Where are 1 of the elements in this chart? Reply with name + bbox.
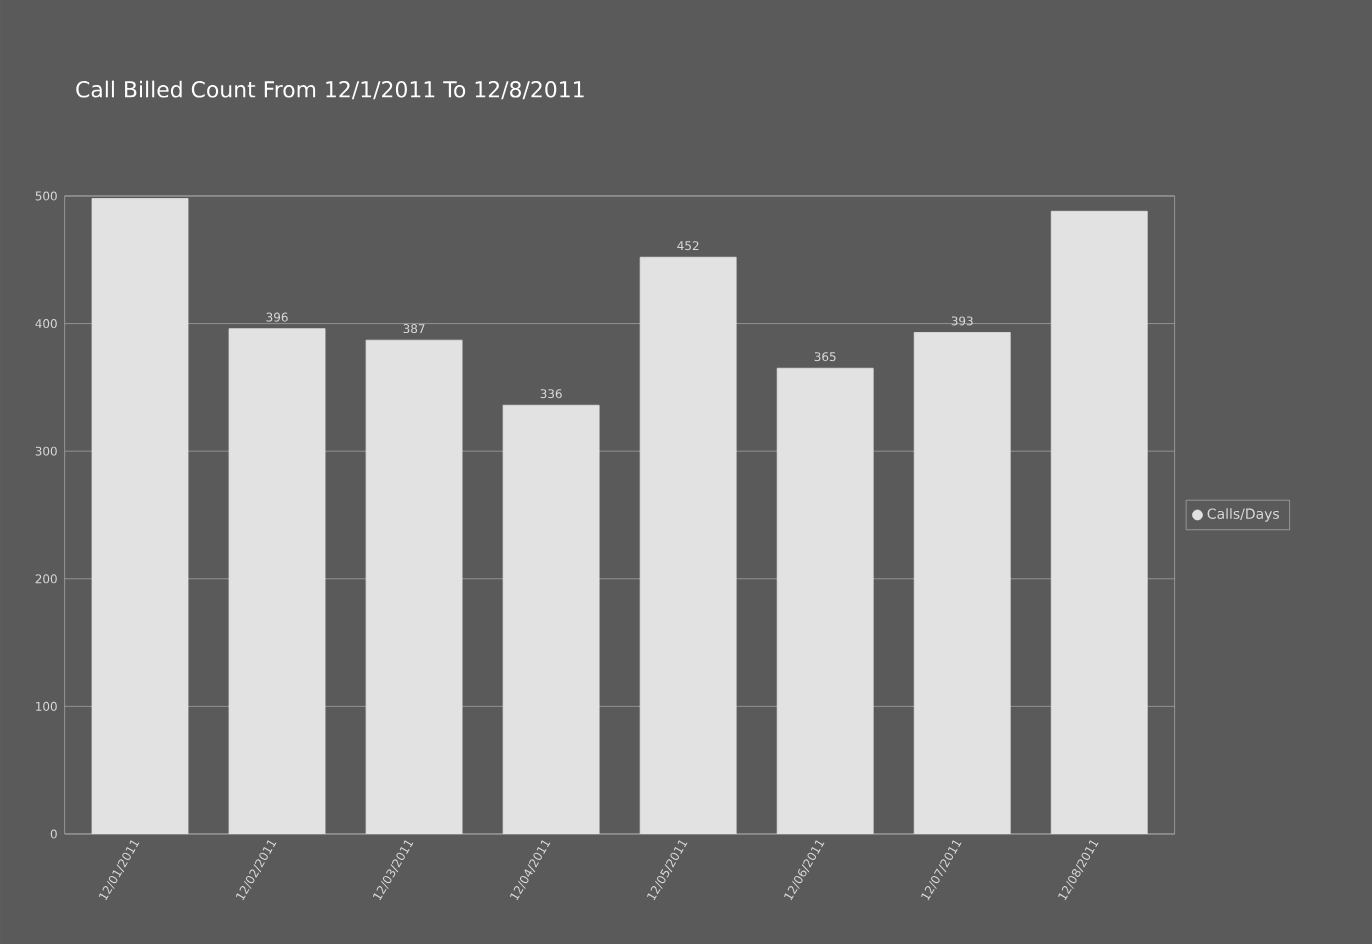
chart-title: Call Billed Count From 12/1/2011 To 12/8/2011 — [76, 80, 584, 100]
